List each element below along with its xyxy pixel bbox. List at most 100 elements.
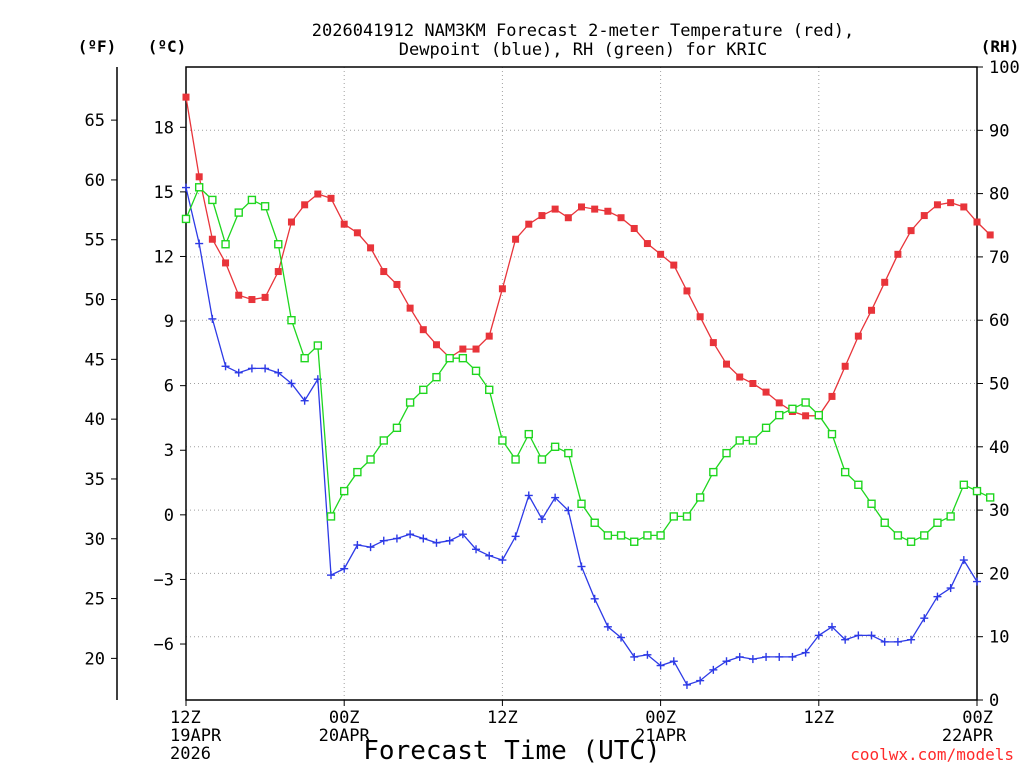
- rh-point: [616, 531, 626, 540]
- rh-point: [511, 455, 520, 464]
- temperature-point: [749, 380, 757, 387]
- rh-point: [260, 202, 270, 211]
- dewpoint-point: [775, 652, 784, 661]
- dewpoint-point: [682, 680, 691, 689]
- rh-point: [340, 486, 349, 496]
- rh-point: [471, 366, 481, 376]
- temperature-point: [736, 373, 744, 381]
- rh-point: [485, 385, 494, 395]
- dewpoint-point: [920, 614, 929, 623]
- dewpoint-point: [933, 592, 942, 601]
- temperature-point: [604, 207, 612, 215]
- temperature-point: [327, 194, 335, 202]
- celsius-tick-label: 3: [164, 441, 174, 461]
- rh-point: [946, 512, 955, 521]
- rh-tick-label: 100: [989, 58, 1020, 78]
- rh-point: [722, 448, 731, 458]
- fahrenheit-tick-label: 50: [85, 291, 105, 311]
- rh-point: [300, 353, 309, 363]
- rh-point: [669, 512, 678, 521]
- temperature-point: [314, 190, 322, 198]
- dewpoint-point: [551, 493, 560, 502]
- fahrenheit-tick-label: 45: [85, 350, 105, 370]
- rh-point: [656, 531, 665, 540]
- fahrenheit-tick-label: 30: [85, 530, 105, 550]
- fahrenheit-tick-label: 25: [85, 590, 105, 610]
- temperature-point: [287, 218, 295, 226]
- dewpoint-point: [801, 648, 810, 657]
- rh-point: [906, 537, 916, 546]
- temperature-point: [472, 345, 480, 353]
- dewpoint-point: [498, 556, 507, 565]
- dewpoint-point: [709, 665, 718, 674]
- rh-tick-label: 50: [989, 375, 1009, 395]
- rh-point: [221, 240, 230, 249]
- celsius-unit-label: (ºC): [148, 37, 187, 56]
- celsius-tick-label: −6: [154, 635, 174, 655]
- temperature-point: [301, 201, 309, 209]
- dewpoint-point: [511, 532, 520, 541]
- dewpoint-point: [445, 536, 454, 545]
- rh-point: [735, 436, 744, 445]
- dewpoint-point: [854, 631, 863, 640]
- rh-point: [695, 493, 705, 502]
- dewpoint-point: [788, 652, 797, 661]
- rh-point: [234, 208, 243, 217]
- x-axis-title: Forecast Time (UTC): [363, 736, 660, 766]
- temperature-point: [459, 345, 467, 353]
- dewpoint-point: [472, 545, 481, 554]
- temperature-point: [182, 93, 190, 101]
- rh-tick-label: 10: [989, 628, 1009, 648]
- rh-point: [379, 436, 388, 445]
- rh-point: [682, 512, 692, 521]
- rh-point: [287, 316, 296, 325]
- rh-point: [194, 183, 204, 192]
- dewpoint-point: [643, 650, 652, 659]
- x-tick-label: 12Z: [170, 708, 201, 728]
- rh-point: [880, 518, 889, 527]
- rh-point: [972, 486, 982, 496]
- celsius-tick-label: 18: [154, 118, 174, 138]
- dewpoint-point: [419, 534, 428, 543]
- temperature-point: [973, 218, 981, 226]
- rh-point: [893, 531, 903, 540]
- rh-point: [590, 518, 599, 527]
- temperature-point: [828, 392, 836, 400]
- dewpoint-point: [603, 622, 612, 631]
- celsius-tick-label: −3: [154, 570, 174, 590]
- temperature-point: [947, 199, 955, 207]
- temperature-point: [432, 341, 440, 349]
- temperature-point: [960, 203, 968, 211]
- dewpoint-point: [630, 652, 639, 661]
- celsius-tick-label: 0: [164, 506, 174, 526]
- x-tick-label: 21APR: [635, 726, 687, 746]
- temperature-point: [195, 173, 203, 181]
- rh-point: [867, 499, 876, 508]
- rh-point: [959, 480, 969, 489]
- title-line-1: 2026041912 NAM3KM Forecast 2-meter Tempe…: [312, 21, 854, 41]
- x-tick-label: 20APR: [319, 726, 371, 746]
- temperature-point: [235, 291, 243, 299]
- fahrenheit-tick-label: 35: [85, 470, 105, 490]
- rh-point: [933, 518, 942, 527]
- dewpoint-point: [669, 657, 678, 666]
- rh-point: [761, 423, 771, 433]
- gridlines: [186, 67, 977, 700]
- temperature-point: [723, 360, 731, 368]
- dewpoint-point: [537, 515, 546, 524]
- rh-point: [577, 499, 586, 508]
- rh-point: [181, 214, 191, 224]
- rh-tick-label: 90: [989, 121, 1009, 141]
- dewpoint-point: [814, 631, 823, 640]
- title-line-2: Dewpoint (blue), RH (green) for KRIC: [399, 40, 767, 60]
- dewpoint-point: [340, 564, 349, 573]
- temperature-point: [367, 244, 375, 252]
- dewpoint-point: [379, 536, 388, 545]
- rh-tick-label: 60: [989, 311, 1009, 331]
- x-tick-label: 12Z: [487, 708, 518, 728]
- dewpoint-point: [300, 396, 309, 405]
- temperature-point: [775, 399, 783, 407]
- temperature-point: [920, 212, 928, 220]
- rh-point: [827, 429, 837, 439]
